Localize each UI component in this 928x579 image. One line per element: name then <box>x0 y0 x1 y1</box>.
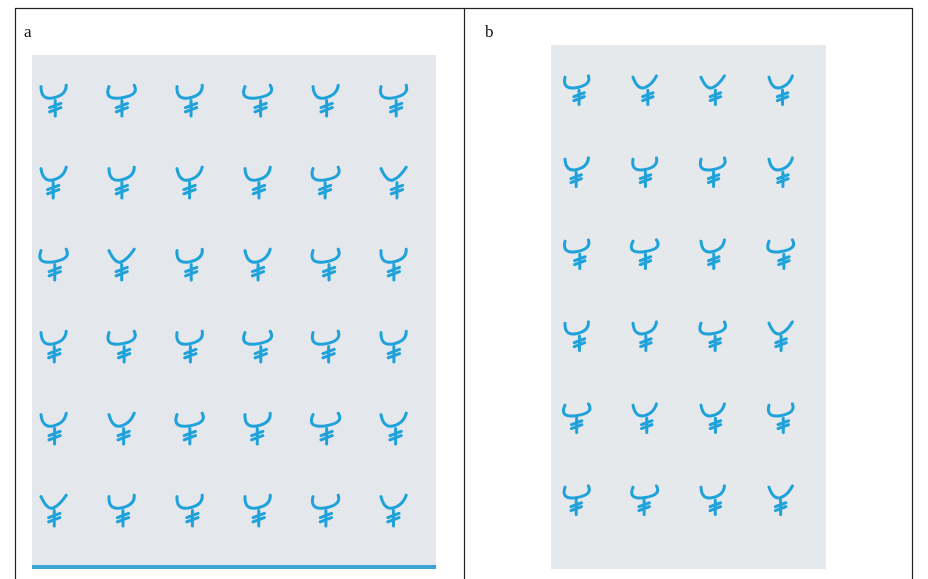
handwritten-glyph <box>631 74 658 106</box>
handwritten-glyph <box>311 83 340 118</box>
handwritten-glyph <box>563 156 590 188</box>
handwritten-glyph <box>175 493 204 528</box>
handwritten-glyph <box>631 156 659 188</box>
handwritten-glyph <box>379 165 408 200</box>
handwritten-glyph <box>107 411 136 446</box>
handwritten-glyph <box>243 493 272 528</box>
panel-label: a <box>24 22 32 41</box>
handwritten-glyph <box>629 238 660 270</box>
handwritten-glyph <box>175 247 204 282</box>
handwritten-glyph <box>767 484 794 516</box>
handwritten-glyph <box>379 247 408 282</box>
handwritten-glyph <box>242 329 274 364</box>
handwritten-glyph <box>379 493 408 528</box>
handwritten-glyph <box>39 329 68 364</box>
handwritten-glyph <box>561 402 592 434</box>
handwritten-glyph <box>39 165 68 200</box>
handwritten-glyph <box>175 165 204 200</box>
handwritten-glyph <box>766 402 795 434</box>
handwritten-glyph <box>309 411 342 446</box>
glyph-layer <box>38 74 796 528</box>
handwritten-glyph <box>767 320 794 352</box>
handwritten-glyph <box>563 238 591 270</box>
handwritten-glyph <box>242 83 274 118</box>
handwritten-glyph <box>310 247 341 282</box>
handwritten-glyph <box>379 83 409 118</box>
handwritten-glyph <box>310 165 341 200</box>
handwritten-glyph <box>767 74 794 106</box>
panel-label: b <box>485 22 494 41</box>
handwritten-glyph <box>562 484 591 516</box>
handwritten-glyph <box>699 484 726 516</box>
handwritten-glyph <box>767 156 794 188</box>
handwritten-glyph <box>174 411 205 446</box>
handwritten-glyph <box>766 238 796 270</box>
handwritten-glyph <box>631 402 658 434</box>
handwritten-glyph <box>39 493 68 528</box>
handwritten-glyph <box>243 247 272 282</box>
handwritten-glyph <box>310 329 341 364</box>
handwritten-glyph <box>175 83 204 118</box>
handwritten-glyph <box>310 493 341 528</box>
handwritten-glyph <box>107 165 136 200</box>
handwritten-glyph <box>563 74 591 106</box>
manuscript-image <box>32 55 436 569</box>
handwritten-glyph <box>631 320 658 352</box>
handwritten-glyph <box>379 329 408 364</box>
handwritten-glyph <box>698 320 727 352</box>
handwritten-glyph <box>379 411 408 446</box>
handwritten-glyph <box>699 74 726 106</box>
image-edge <box>32 565 436 569</box>
handwritten-glyph <box>699 238 726 270</box>
handwritten-glyph <box>563 320 590 352</box>
handwritten-glyph <box>106 329 137 364</box>
handwritten-glyph <box>107 493 136 528</box>
handwritten-glyph <box>698 156 727 188</box>
manuscript-image <box>551 45 826 569</box>
handwritten-glyph <box>243 411 272 446</box>
handwritten-glyph <box>106 83 137 118</box>
handwritten-glyph <box>175 329 204 364</box>
handwritten-glyph <box>39 411 68 446</box>
handwritten-glyph <box>630 484 660 516</box>
handwritten-glyph <box>39 83 68 118</box>
handwritten-glyph <box>107 247 136 282</box>
handwritten-glyph <box>38 247 69 282</box>
handwritten-glyph <box>243 165 272 200</box>
handwritten-glyph <box>699 402 726 434</box>
